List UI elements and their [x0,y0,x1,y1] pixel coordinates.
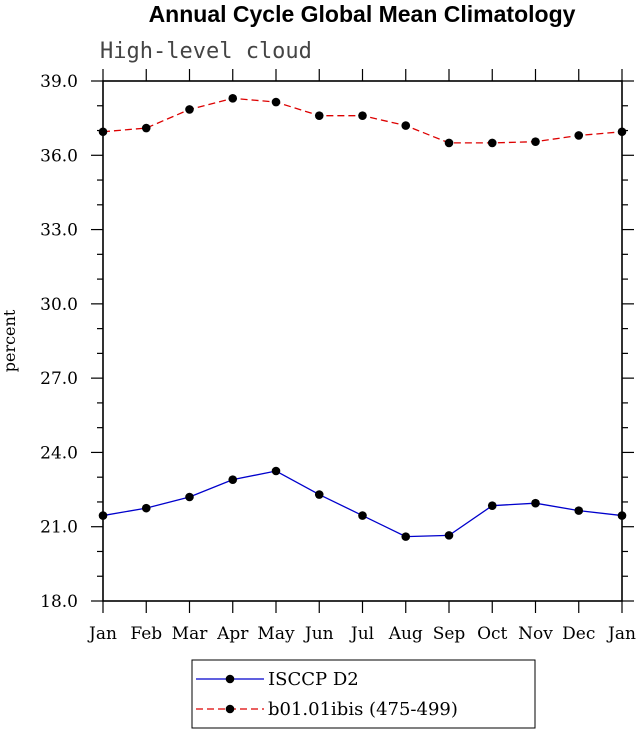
data-point [271,466,281,476]
y-tick-label: 30.0 [40,295,78,315]
data-point [141,503,151,513]
y-axis-ticks: 18.0 21.0 24.0 27.0 30.0 33.0 36.0 39.0 [40,72,634,612]
data-point [574,131,584,140]
x-tick-label: Feb [130,624,162,644]
legend-label-0: ISCCP D2 [268,669,359,690]
x-tick-label: Jul [349,624,374,644]
data-point [228,94,238,103]
data-point [487,138,497,148]
data-point [185,492,194,502]
legend: ISCCP D2 b01.01ibis (475-499) [191,659,536,729]
chart-subtitle: High-level cloud [100,39,312,64]
data-point [98,511,108,520]
legend-box [191,659,536,729]
y-tick-label: 36.0 [40,146,78,166]
data-point [487,501,497,510]
x-tick-label: Sep [433,624,466,644]
x-tick-label: Jan [606,624,636,644]
data-point [617,511,627,520]
data-point [314,490,324,499]
series-line-0 [102,470,623,538]
series-layer [98,94,627,541]
legend-label-1: b01.01ibis (475-499) [268,699,458,720]
x-tick-label: Mar [172,624,209,644]
y-tick-label: 33.0 [40,221,78,241]
series-line-1 [102,97,623,144]
y-axis-label: percent [0,309,19,372]
y-tick-label: 21.0 [40,518,78,538]
data-point [141,123,151,133]
data-point [444,531,454,540]
data-point [358,511,367,520]
chart-title: Annual Cycle Global Mean Climatology [149,1,576,27]
data-point [98,127,108,137]
y-tick-label: 24.0 [40,443,78,463]
x-tick-label: Aug [388,624,423,644]
data-point [185,105,194,114]
x-tick-label: Jun [303,624,334,644]
legend-marker [225,674,235,684]
data-point [574,506,584,515]
data-point [358,111,367,120]
y-tick-label: 18.0 [40,592,78,612]
plot-frame [102,80,623,602]
data-point [444,138,454,148]
data-point [531,137,540,146]
x-tick-label: Jan [87,624,117,644]
data-point [314,111,324,120]
x-tick-label: Apr [216,624,249,644]
data-point [401,121,411,130]
y-tick-label: 27.0 [40,369,78,389]
x-tick-label: Oct [477,624,507,644]
x-axis-ticks: Jan Feb Mar Apr May Jun Jul Aug Sep Oct Nov Dec Jan [87,69,636,644]
y-tick-label: 39.0 [40,72,78,92]
data-point [271,97,281,107]
x-tick-label: Nov [518,624,553,644]
data-point [617,127,627,137]
x-tick-label: May [257,624,295,644]
x-tick-label: Dec [562,624,595,644]
data-point [401,532,411,541]
legend-marker [225,704,235,714]
data-point [531,498,540,508]
data-point [228,475,238,484]
